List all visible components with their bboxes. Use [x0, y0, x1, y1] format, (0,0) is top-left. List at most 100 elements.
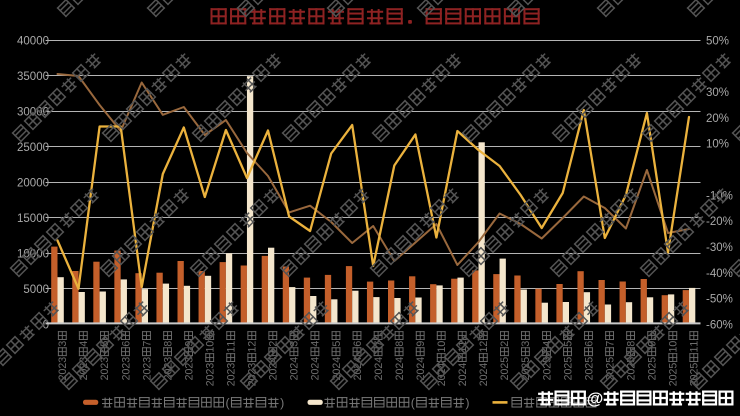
svg-text:2: 2 [478, 380, 490, 386]
svg-text:4: 4 [436, 363, 448, 369]
svg-text:-60%: -60% [706, 319, 733, 331]
svg-text:2: 2 [247, 369, 259, 375]
svg-text:0: 0 [120, 369, 132, 375]
svg-text:2: 2 [310, 363, 322, 369]
svg-text:2: 2 [541, 374, 553, 380]
svg-text:2: 2 [226, 369, 238, 375]
svg-text:2: 2 [120, 363, 132, 369]
svg-text:2: 2 [457, 369, 469, 375]
svg-text:1: 1 [689, 341, 701, 347]
svg-text:2: 2 [247, 341, 259, 347]
svg-text:2: 2 [331, 363, 343, 369]
svg-text:3: 3 [99, 357, 111, 363]
svg-text:2: 2 [394, 374, 406, 380]
svg-text:9: 9 [415, 341, 427, 347]
svg-text:40000: 40000 [17, 36, 49, 48]
svg-text:1: 1 [478, 347, 490, 353]
svg-text:0: 0 [583, 369, 595, 375]
svg-text:1: 1 [226, 347, 238, 353]
svg-text:2: 2 [162, 374, 174, 380]
svg-text:2: 2 [668, 380, 680, 386]
svg-text:20000: 20000 [17, 178, 49, 190]
svg-text:4: 4 [394, 357, 406, 363]
svg-text:8: 8 [162, 341, 174, 347]
svg-text:0: 0 [562, 369, 574, 375]
svg-text:3: 3 [226, 363, 238, 369]
svg-text:0: 0 [541, 369, 553, 375]
svg-text:): ) [280, 396, 284, 410]
svg-text:2: 2 [247, 380, 259, 386]
svg-text:0: 0 [183, 369, 195, 375]
svg-text:@: @ [587, 389, 604, 408]
svg-text:2: 2 [205, 369, 217, 375]
svg-text:0: 0 [99, 369, 111, 375]
svg-text:15000: 15000 [17, 213, 49, 225]
svg-text:5: 5 [499, 357, 511, 363]
svg-text:0: 0 [457, 374, 469, 380]
svg-text:2: 2 [415, 374, 427, 380]
svg-text:2: 2 [478, 341, 490, 347]
svg-text:3: 3 [120, 357, 132, 363]
svg-text:5: 5 [520, 357, 532, 363]
svg-text:1: 1 [205, 347, 217, 353]
svg-text:4: 4 [310, 341, 322, 347]
svg-text:5: 5 [541, 357, 553, 363]
svg-text:0: 0 [499, 369, 511, 375]
svg-text:2: 2 [647, 374, 659, 380]
svg-text:2: 2 [352, 363, 364, 369]
svg-text:3: 3 [141, 357, 153, 363]
svg-text:4: 4 [415, 357, 427, 363]
svg-text:2: 2 [57, 363, 69, 369]
svg-text:5: 5 [689, 363, 701, 369]
svg-text:2: 2 [141, 363, 153, 369]
svg-text:2: 2 [183, 374, 195, 380]
svg-text:0: 0 [478, 374, 490, 380]
svg-text:4: 4 [373, 357, 385, 363]
svg-text:2: 2 [268, 341, 280, 347]
svg-text:4: 4 [478, 363, 490, 369]
svg-text:0: 0 [226, 374, 238, 380]
svg-text:2: 2 [604, 363, 616, 369]
svg-text:2: 2 [520, 374, 532, 380]
svg-text:7: 7 [373, 341, 385, 347]
svg-text:2: 2 [310, 374, 322, 380]
svg-text:1: 1 [457, 347, 469, 353]
svg-text:2: 2 [99, 374, 111, 380]
svg-text:3: 3 [57, 341, 69, 347]
svg-text:5: 5 [625, 357, 637, 363]
svg-text:0: 0 [604, 369, 616, 375]
svg-text:0: 0 [268, 369, 280, 375]
svg-text:2: 2 [183, 363, 195, 369]
svg-text:2: 2 [625, 374, 637, 380]
svg-text:2: 2 [499, 374, 511, 380]
svg-text:30%: 30% [706, 87, 729, 99]
svg-text:2: 2 [331, 374, 343, 380]
svg-text:3: 3 [57, 357, 69, 363]
svg-text:4: 4 [310, 357, 322, 363]
svg-text:4: 4 [331, 357, 343, 363]
svg-text:2: 2 [415, 363, 427, 369]
svg-text:7: 7 [604, 341, 616, 347]
svg-text:0: 0 [331, 369, 343, 375]
svg-text:0: 0 [668, 341, 680, 347]
svg-text:1: 1 [226, 341, 238, 347]
svg-text:5: 5 [647, 357, 659, 363]
svg-text:0: 0 [289, 369, 301, 375]
svg-text:-40%: -40% [706, 268, 733, 280]
svg-text:0: 0 [373, 369, 385, 375]
svg-text:9: 9 [183, 341, 195, 347]
svg-text:4: 4 [289, 357, 301, 363]
svg-text:2: 2 [352, 374, 364, 380]
svg-text:2: 2 [583, 363, 595, 369]
svg-text:3: 3 [247, 363, 259, 369]
svg-text:3: 3 [78, 357, 90, 363]
svg-text:6: 6 [583, 341, 595, 347]
svg-text:0: 0 [436, 374, 448, 380]
svg-text:-50%: -50% [706, 294, 733, 306]
svg-text:2: 2 [583, 374, 595, 380]
svg-text:0: 0 [625, 369, 637, 375]
svg-text:2: 2 [689, 369, 701, 375]
svg-text:25000: 25000 [17, 142, 49, 154]
svg-text:(: ( [411, 396, 416, 410]
svg-text:7: 7 [141, 341, 153, 347]
